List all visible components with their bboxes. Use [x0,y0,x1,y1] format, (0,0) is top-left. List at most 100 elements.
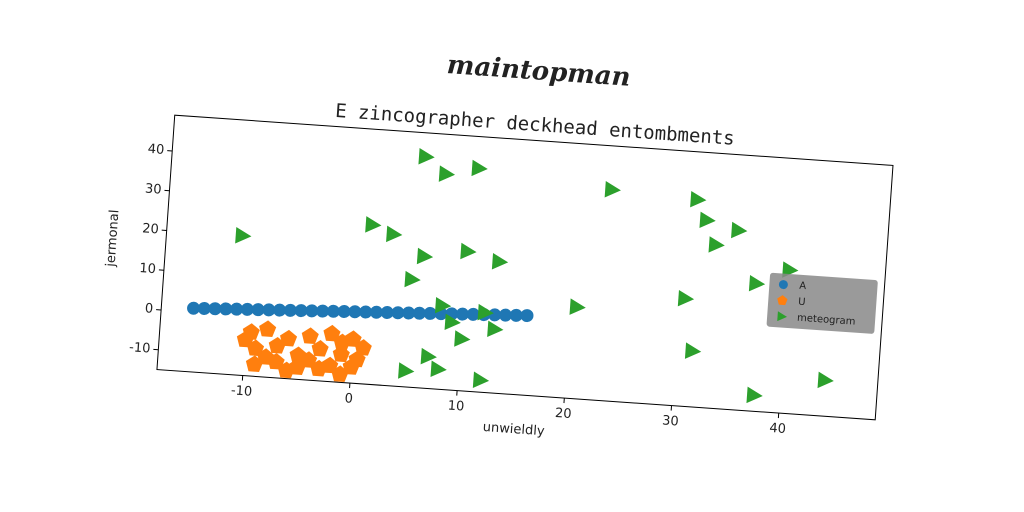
point [262,303,276,317]
point [348,305,362,319]
point [273,303,287,317]
legend-label: U [798,297,806,308]
point [333,333,351,351]
point [294,304,308,318]
point [404,270,421,288]
y-tick-label: -10 [129,340,151,356]
point [398,362,415,379]
point [416,247,434,265]
point [487,320,504,338]
point [423,306,437,320]
point [444,313,461,331]
point [337,305,351,319]
point [430,360,447,378]
legend-label: A [799,281,807,292]
point [690,190,707,208]
legend-marker [777,295,788,306]
point [491,253,509,270]
point [454,330,471,347]
plot-frame [156,114,894,421]
point [268,337,286,354]
y-tick-label: 10 [139,261,157,277]
y-axis-label: jermonal [103,209,122,268]
point [369,305,383,319]
point [460,242,477,260]
point [235,227,252,244]
point [251,303,265,317]
point [323,324,341,342]
x-tick-label: 0 [344,391,353,407]
point [569,298,586,315]
x-axis-label: unwieldly [482,420,545,439]
point [316,304,330,318]
point [455,307,469,321]
legend-marker [778,280,788,290]
point [604,181,621,198]
point [386,225,403,243]
legend-label: meteogram [797,313,856,328]
point [520,309,534,323]
point [280,329,298,347]
x-tick-label: 40 [769,421,787,437]
point [342,358,360,375]
point [708,236,725,253]
point [380,306,394,320]
point [731,221,748,239]
point [359,305,373,319]
point [277,361,295,379]
point [321,356,339,374]
point [472,371,490,388]
point [477,303,494,321]
point [509,308,523,322]
point [301,327,319,344]
legend-marker [777,311,788,322]
point [208,302,222,316]
point [684,342,702,359]
point [300,351,318,368]
point [354,339,372,356]
point [699,211,716,229]
suptitle: maintopman [446,50,632,93]
x-tick-label: -10 [230,383,252,399]
point [257,348,275,365]
point [438,165,456,182]
point [412,306,426,320]
point [677,289,695,307]
rotated-figure: maintopman E zincographer deckhead entom… [103,50,894,439]
point [236,330,254,348]
point [305,304,319,318]
point [259,320,277,338]
point [782,261,799,278]
point [283,303,297,317]
point [434,296,452,314]
y-tick-label: 0 [144,301,153,317]
point [746,386,763,404]
point [311,340,329,357]
point [219,302,233,316]
chart-title: E zincographer deckhead entombments [334,100,735,150]
point [365,216,382,233]
point [748,274,766,292]
point [488,308,502,322]
legend-box [766,272,878,334]
y-tick-label: 40 [147,142,165,158]
x-tick-label: 20 [554,406,572,422]
point [471,159,488,177]
point [326,304,340,318]
y-tick-label: 20 [142,221,160,237]
x-tick-label: 10 [447,398,465,414]
point [418,148,435,165]
point [187,301,201,315]
point [817,371,834,389]
x-tick-label: 30 [662,413,680,429]
point [391,306,405,320]
y-tick-label: 30 [144,182,162,198]
point [197,301,211,315]
point [402,306,416,320]
point [498,308,512,322]
point [240,302,254,316]
point [420,347,437,365]
